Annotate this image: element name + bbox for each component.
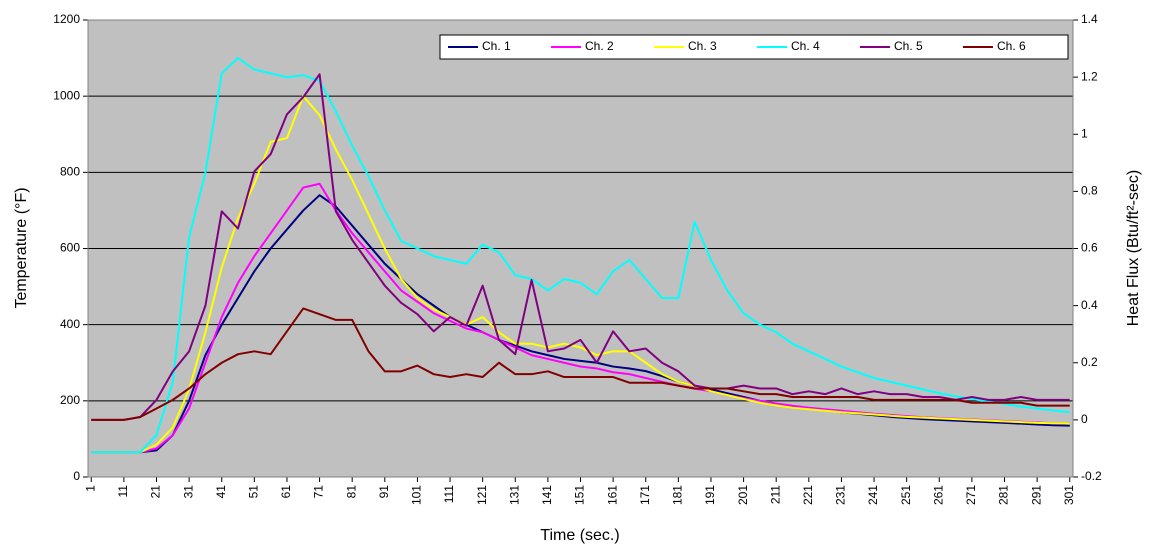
x-tick-label: 221 [801, 485, 815, 505]
legend-label: Ch. 4 [791, 39, 820, 53]
x-tick-label: 121 [475, 485, 489, 505]
x-tick-label: 201 [736, 485, 750, 505]
legend-label: Ch. 6 [997, 39, 1026, 53]
legend-label: Ch. 5 [894, 39, 923, 53]
series-line [91, 194, 1070, 454]
y-tick-label: 0 [73, 469, 80, 483]
x-tick-label: 91 [377, 485, 391, 499]
y-tick-label: 200 [60, 393, 80, 407]
y-tick-label: 1200 [53, 12, 80, 26]
y-tick-label: 800 [60, 165, 80, 179]
plot-border [87, 19, 1074, 478]
x-tick-label: 71 [312, 485, 326, 499]
legend: Ch. 1 Ch. 2 Ch. 3 Ch. 4 Ch. 5 Ch. 6 [439, 34, 1069, 60]
y-tick-label: 600 [60, 241, 80, 255]
x-tick-label: 251 [899, 485, 913, 505]
y-tick-label: 400 [60, 317, 80, 331]
x-tick-label: 231 [834, 485, 848, 505]
y-tick-label: 1000 [53, 88, 80, 102]
x-tick-label: 161 [605, 485, 619, 505]
x-tick-label: 101 [410, 485, 424, 505]
x-tick-label: 41 [214, 485, 228, 499]
y-axis-title: Temperature (°F) [13, 187, 30, 308]
x-tick-label: 151 [573, 485, 587, 505]
y2-tick-label: 0.6 [1081, 241, 1098, 255]
y2-axis-title: Heat Flux (Btu/ft²-sec) [1125, 170, 1142, 326]
series-line [91, 73, 1070, 421]
series-line [91, 95, 1070, 454]
x-tick-label: 141 [540, 485, 554, 505]
y2-tick-label: 0 [1081, 412, 1088, 426]
x-tick-label: 281 [997, 485, 1011, 505]
x-tick-label: 1 [83, 485, 97, 492]
x-tick-label: 261 [931, 485, 945, 505]
legend-label: Ch. 3 [688, 39, 717, 53]
y2-tick-label: 1 [1081, 126, 1088, 140]
x-tick-label: 21 [149, 485, 163, 499]
y2-tick-label: 0.2 [1081, 355, 1098, 369]
x-tick-label: 271 [964, 485, 978, 505]
y2-tick-label: 1.4 [1081, 12, 1098, 26]
y2-tick-label: 0.4 [1081, 298, 1098, 312]
x-tick-label: 11 [116, 485, 130, 498]
x-tick-label: 61 [279, 485, 293, 499]
x-tick-label: 181 [671, 485, 685, 505]
x-tick-label: 81 [344, 485, 358, 499]
x-tick-label: 111 [442, 485, 456, 504]
x-tick-label: 291 [1029, 485, 1043, 505]
x-tick-label: 31 [181, 485, 195, 499]
x-tick-label: 241 [866, 485, 880, 505]
x-tick-label: 301 [1062, 485, 1076, 505]
x-axis-title: Time (sec.) [540, 527, 619, 544]
y2-tick-label: -0.2 [1081, 469, 1102, 483]
legend-label: Ch. 2 [585, 39, 614, 53]
y2-tick-label: 1.2 [1081, 69, 1098, 83]
y2-tick-label: 0.8 [1081, 184, 1098, 198]
legend-label: Ch. 1 [482, 39, 511, 53]
x-tick-label: 131 [507, 485, 521, 505]
series-line [91, 307, 1070, 421]
x-tick-label: 191 [703, 485, 717, 505]
x-tick-label: 211 [768, 485, 782, 504]
x-tick-label: 171 [638, 485, 652, 505]
series-line [91, 57, 1070, 454]
x-tick-label: 51 [247, 485, 261, 499]
